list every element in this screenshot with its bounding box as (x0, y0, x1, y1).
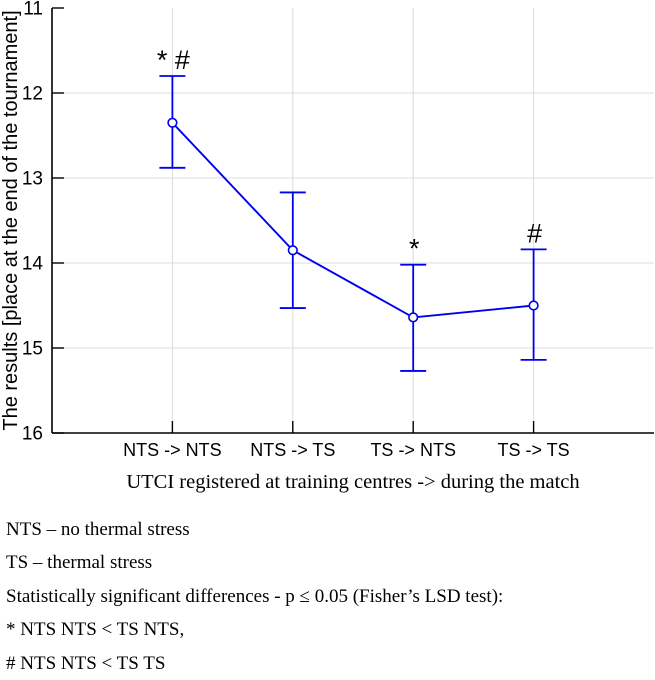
caption-line-star-comparison: * NTS NTS < TS NTS, (6, 619, 185, 641)
data-point-marker (287, 245, 298, 256)
y-axis-title: The results [place at the end of the tou… (0, 10, 22, 430)
y-tick-label: 13 (22, 169, 43, 190)
caption-line-hash-comparison: # NTS NTS < TS TS (6, 652, 166, 674)
data-point-marker (528, 300, 539, 311)
x-category-label: NTS -> NTS (123, 440, 222, 460)
y-tick-label: 12 (22, 84, 43, 105)
caption-line-ts-definition: TS – thermal stress (6, 552, 153, 574)
results-chart: 11 12 13 14 15 16 NTS -> NTS NTS -> TS TS -> NTS… (0, 0, 654, 493)
significance-annotation: * # (157, 45, 190, 75)
caption-line-significance: Statistically significant differences - … (6, 585, 504, 607)
y-tick-label: 14 (22, 254, 44, 275)
caption-line-nts-definition: NTS – no thermal stress (6, 519, 190, 540)
data-point-marker (408, 312, 419, 323)
significance-annotation: # (527, 218, 542, 248)
series-line (171, 122, 534, 319)
figure-caption: NTS – no thermal stress TS – thermal str… (6, 513, 655, 680)
data-point-marker (167, 117, 178, 128)
y-tick-label: 11 (23, 0, 43, 20)
x-axis-title: UTCI registered at training centres -> d… (126, 471, 579, 493)
y-tick-label: 15 (22, 339, 43, 360)
x-category-label: NTS -> TS (250, 440, 335, 460)
significance-annotation: * (409, 234, 420, 264)
y-tick-label: 16 (22, 424, 43, 445)
x-category-label: TS -> TS (498, 440, 570, 460)
x-category-label: TS -> NTS (370, 440, 456, 460)
